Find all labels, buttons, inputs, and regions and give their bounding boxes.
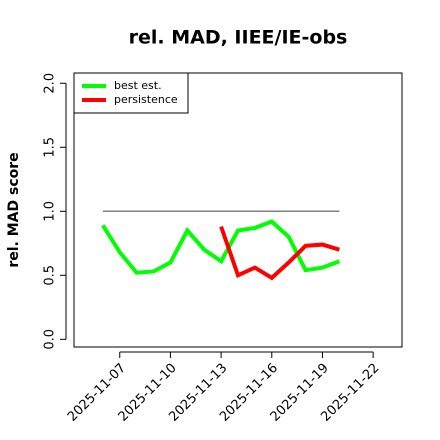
y-tick-label: 0.0 [43, 329, 58, 350]
y-tick-label: 2.0 [43, 73, 58, 94]
legend-label: best est. [114, 79, 162, 92]
legend-box [73, 72, 189, 114]
y-tick-label: 1.0 [43, 201, 58, 222]
y-axis-label: rel. MAD score [6, 152, 22, 267]
y-tick-label: 0.5 [43, 265, 58, 286]
series-line [219, 225, 340, 281]
plot-box [73, 72, 403, 348]
legend-label: persistence [114, 93, 178, 106]
series-line [101, 219, 341, 275]
chart-title: rel. MAD, IIEE/IE-obs [129, 27, 348, 49]
y-tick-label: 1.5 [43, 137, 58, 158]
